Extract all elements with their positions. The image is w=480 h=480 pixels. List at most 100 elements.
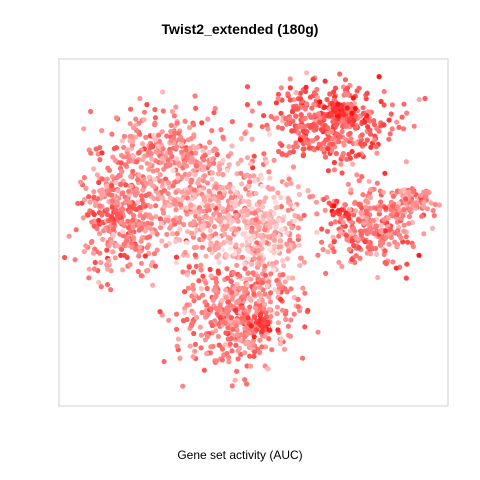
scatter-point [224, 295, 229, 300]
scatter-point [199, 310, 204, 315]
scatter-point [279, 85, 284, 90]
scatter-point [169, 123, 174, 128]
scatter-point [380, 240, 385, 245]
scatter-point [228, 236, 233, 241]
scatter-point [109, 132, 114, 137]
scatter-point [213, 284, 218, 289]
scatter-point [209, 306, 214, 311]
scatter-point [128, 174, 133, 179]
scatter-point [260, 176, 265, 181]
scatter-point [179, 138, 184, 143]
scatter-point [323, 208, 328, 213]
scatter-point [149, 221, 154, 226]
scatter-point [106, 258, 111, 263]
scatter-point [103, 226, 108, 231]
scatter-point [142, 110, 147, 115]
scatter-point [143, 135, 148, 140]
scatter-point [225, 325, 230, 330]
scatter-point [201, 195, 206, 200]
scatter-point [223, 342, 228, 347]
scatter-point [411, 244, 416, 249]
scatter-point [253, 217, 258, 222]
scatter-point [179, 190, 184, 195]
scatter-point [91, 189, 96, 194]
scatter-point [295, 144, 300, 149]
scatter-point [139, 225, 144, 230]
scatter-point [157, 309, 162, 314]
scatter-point [120, 229, 125, 234]
scatter-point [315, 135, 320, 140]
scatter-point [272, 158, 277, 163]
scatter-point [148, 226, 153, 231]
scatter-point [348, 187, 353, 192]
scatter-point [149, 143, 154, 148]
scatter-point [75, 201, 80, 206]
scatter-point [122, 253, 127, 258]
scatter-point [282, 347, 287, 352]
scatter-point [160, 89, 165, 94]
scatter-point [258, 312, 263, 317]
scatter-point [389, 111, 394, 116]
scatter-point [208, 267, 213, 272]
scatter-point [242, 261, 247, 266]
scatter-point [208, 228, 213, 233]
scatter-point [302, 124, 307, 129]
scatter-point [303, 106, 308, 111]
scatter-point [331, 239, 336, 244]
scatter-point [230, 119, 235, 124]
scatter-point [301, 147, 306, 152]
scatter-point [336, 260, 341, 265]
scatter-point [357, 86, 362, 91]
scatter-point [201, 164, 206, 169]
scatter-point [359, 174, 364, 179]
scatter-point [99, 212, 104, 217]
scatter-point [281, 263, 286, 268]
scatter-point [291, 149, 296, 154]
scatter-point [302, 213, 307, 218]
scatter-point [260, 204, 265, 209]
scatter-point [212, 196, 217, 201]
scatter-point [401, 229, 406, 234]
scatter-point [407, 214, 412, 219]
scatter-point [205, 286, 210, 291]
scatter-point [135, 200, 140, 205]
scatter-point [192, 187, 197, 192]
scatter-point [229, 143, 234, 148]
scatter-point [351, 95, 356, 100]
scatter-point [175, 231, 180, 236]
scatter-point [174, 260, 179, 265]
scatter-point [247, 238, 252, 243]
scatter-point [390, 259, 395, 264]
scatter-point [356, 152, 361, 157]
scatter-point [372, 231, 377, 236]
scatter-point [368, 195, 373, 200]
scatter-point [386, 137, 391, 142]
scatter-point [220, 357, 225, 362]
scatter-point [143, 253, 148, 258]
scatter-point [231, 186, 236, 191]
scatter-point [362, 239, 367, 244]
scatter-point [168, 150, 173, 155]
scatter-point [166, 318, 171, 323]
scatter-point [275, 311, 280, 316]
scatter-point [97, 231, 102, 236]
scatter-point [210, 203, 215, 208]
scatter-point [111, 232, 116, 237]
scatter-point [360, 132, 365, 137]
scatter-point [146, 150, 151, 155]
scatter-point [301, 153, 306, 158]
scatter-point [139, 165, 144, 170]
scatter-point [262, 302, 267, 307]
scatter-point [430, 226, 435, 231]
scatter-point [110, 198, 115, 203]
scatter-point [240, 243, 245, 248]
scatter-point [187, 264, 192, 269]
scatter-point [207, 236, 212, 241]
scatter-point [223, 320, 228, 325]
scatter-point [404, 234, 409, 239]
scatter-point [200, 274, 205, 279]
scatter-point [334, 151, 339, 156]
scatter-point [334, 131, 339, 136]
scatter-point [330, 119, 335, 124]
scatter-point [269, 220, 274, 225]
